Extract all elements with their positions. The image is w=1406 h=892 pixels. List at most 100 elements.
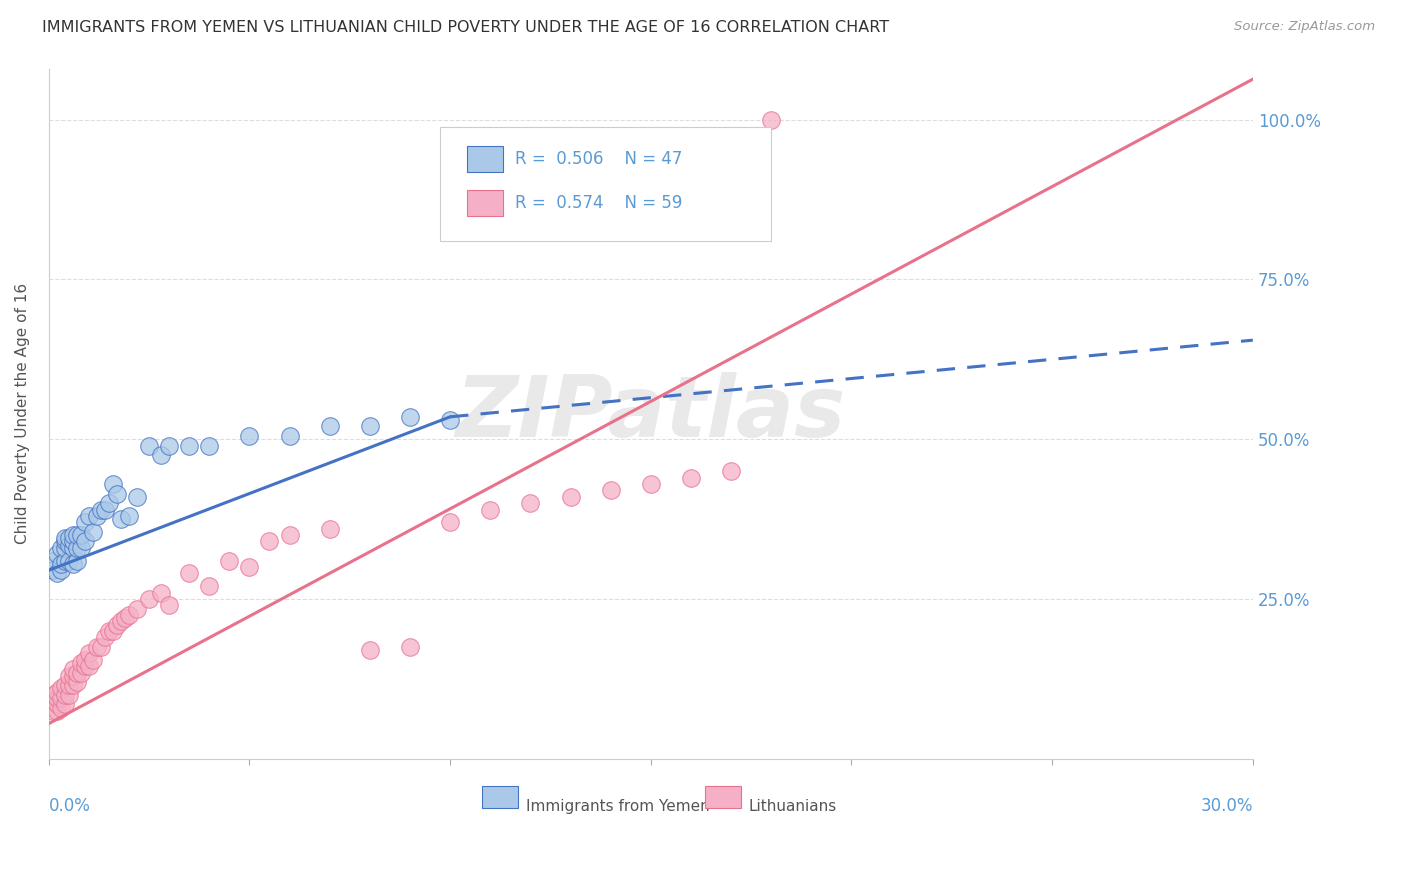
Point xyxy=(198,439,221,453)
Point xyxy=(53,554,76,568)
Point xyxy=(118,508,141,523)
Point xyxy=(49,563,72,577)
FancyBboxPatch shape xyxy=(704,787,741,808)
Point xyxy=(82,524,104,539)
Point xyxy=(53,688,76,702)
FancyBboxPatch shape xyxy=(467,190,503,216)
Text: R =  0.574    N = 59: R = 0.574 N = 59 xyxy=(515,194,682,212)
Point xyxy=(62,662,84,676)
Point xyxy=(58,554,80,568)
Point xyxy=(118,607,141,622)
Point xyxy=(66,541,89,555)
Y-axis label: Child Poverty Under the Age of 16: Child Poverty Under the Age of 16 xyxy=(15,283,30,544)
Point xyxy=(62,557,84,571)
Point xyxy=(45,704,67,718)
Point xyxy=(97,496,120,510)
Point xyxy=(125,601,148,615)
Point xyxy=(114,611,136,625)
Point xyxy=(599,483,621,498)
Point xyxy=(238,560,260,574)
Text: IMMIGRANTS FROM YEMEN VS LITHUANIAN CHILD POVERTY UNDER THE AGE OF 16 CORRELATIO: IMMIGRANTS FROM YEMEN VS LITHUANIAN CHIL… xyxy=(42,20,890,35)
Point xyxy=(105,486,128,500)
Point xyxy=(45,698,67,712)
Point xyxy=(101,624,124,638)
Point xyxy=(70,541,93,555)
Point xyxy=(53,698,76,712)
Point xyxy=(479,502,502,516)
Point xyxy=(70,656,93,670)
Point xyxy=(62,534,84,549)
Text: 30.0%: 30.0% xyxy=(1201,797,1253,814)
Point xyxy=(45,566,67,581)
Point xyxy=(157,439,180,453)
Point xyxy=(439,516,461,530)
Point xyxy=(49,557,72,571)
Point xyxy=(53,531,76,545)
Point xyxy=(62,541,84,555)
Point xyxy=(179,439,201,453)
Point xyxy=(66,665,89,680)
Point xyxy=(318,419,340,434)
Point xyxy=(73,534,96,549)
Point xyxy=(105,617,128,632)
Point xyxy=(318,522,340,536)
Text: R =  0.506    N = 47: R = 0.506 N = 47 xyxy=(515,150,682,168)
Point xyxy=(720,464,742,478)
Point xyxy=(150,585,173,599)
Text: Lithuanians: Lithuanians xyxy=(748,799,837,814)
Point xyxy=(86,508,108,523)
Point xyxy=(49,681,72,696)
Point xyxy=(42,563,65,577)
Point xyxy=(138,439,160,453)
Point xyxy=(97,624,120,638)
Point xyxy=(73,516,96,530)
Point xyxy=(58,688,80,702)
Point xyxy=(73,653,96,667)
Point xyxy=(439,413,461,427)
Point xyxy=(399,640,422,654)
Point xyxy=(150,448,173,462)
Point xyxy=(58,538,80,552)
Point xyxy=(42,694,65,708)
Point xyxy=(70,665,93,680)
Point xyxy=(218,554,240,568)
FancyBboxPatch shape xyxy=(482,787,519,808)
Point xyxy=(101,477,124,491)
Point xyxy=(62,669,84,683)
Point xyxy=(359,419,381,434)
Point xyxy=(519,496,541,510)
Point xyxy=(82,653,104,667)
Point xyxy=(77,646,100,660)
Point xyxy=(62,678,84,692)
Point xyxy=(399,409,422,424)
Point xyxy=(66,554,89,568)
Point xyxy=(58,669,80,683)
Point xyxy=(110,512,132,526)
Point xyxy=(179,566,201,581)
Point xyxy=(259,534,281,549)
FancyBboxPatch shape xyxy=(467,146,503,172)
Text: Immigrants from Yemen: Immigrants from Yemen xyxy=(526,799,709,814)
Point xyxy=(58,531,80,545)
Point xyxy=(94,502,117,516)
Point xyxy=(53,541,76,555)
Point xyxy=(761,112,783,127)
Text: ZIPatlas: ZIPatlas xyxy=(456,372,846,455)
Point xyxy=(278,528,301,542)
Point xyxy=(90,502,112,516)
Point xyxy=(238,429,260,443)
Text: Source: ZipAtlas.com: Source: ZipAtlas.com xyxy=(1234,20,1375,33)
Text: 0.0%: 0.0% xyxy=(49,797,90,814)
Point xyxy=(42,704,65,718)
Point xyxy=(53,534,76,549)
Point xyxy=(58,678,80,692)
Point xyxy=(45,691,67,706)
Point xyxy=(62,528,84,542)
Point xyxy=(53,678,76,692)
Point xyxy=(45,684,67,698)
Point xyxy=(560,490,582,504)
FancyBboxPatch shape xyxy=(440,128,772,241)
Point xyxy=(679,470,702,484)
Point xyxy=(640,477,662,491)
Point xyxy=(86,640,108,654)
